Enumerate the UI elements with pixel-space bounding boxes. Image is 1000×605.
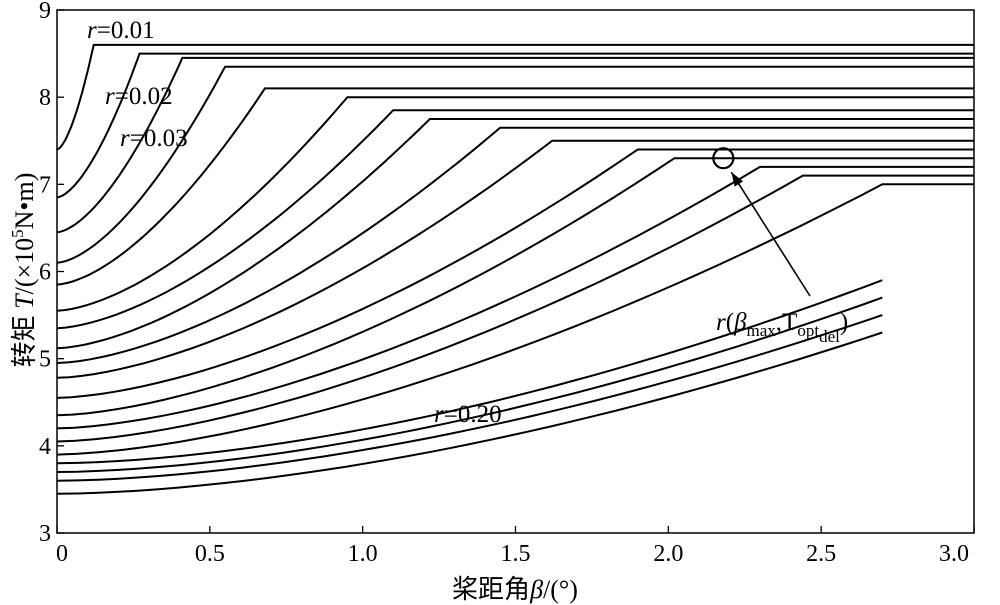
x-axis-ticks: 0 0.5 1.0 1.5 2.0 2.5 3.0 — [56, 526, 975, 567]
marker-arrowhead — [731, 172, 744, 187]
label-r-0-20: r=0.20 — [434, 401, 502, 428]
x-tick-label: 3.0 — [939, 541, 969, 567]
torque-curve-low — [56, 296, 883, 473]
torque-curve — [56, 157, 974, 417]
y-axis-title: 转矩 T/(×105N•m) — [8, 173, 39, 368]
label-r-0-03: r=0.03 — [120, 125, 188, 152]
torque-curve — [56, 96, 974, 312]
y-tick-label: 7 — [39, 172, 51, 198]
torque-curve — [56, 148, 974, 399]
y-tick-label: 8 — [39, 85, 51, 111]
torque-curve — [56, 65, 974, 264]
y-axis-ticks: 3 4 5 6 7 8 9 — [39, 0, 64, 547]
y-tick-label: 5 — [39, 347, 51, 373]
torque-curve — [56, 126, 974, 364]
torque-curve — [56, 139, 975, 379]
torque-curve — [56, 183, 974, 456]
torque-curve — [56, 174, 974, 443]
torque-curve-low — [56, 279, 883, 465]
torque-curve — [56, 87, 974, 286]
x-tick-label: 2.5 — [806, 541, 836, 567]
y-tick-label: 3 — [39, 521, 51, 547]
torque-curve-low — [56, 331, 883, 495]
x-tick-label: 1.0 — [348, 541, 378, 567]
optimum-marker — [712, 147, 735, 170]
torque-curve — [56, 165, 974, 430]
label-r-0-02: r=0.02 — [105, 83, 173, 110]
torque-curves — [56, 43, 975, 495]
y-tick-label: 9 — [39, 0, 51, 24]
y-tick-label: 4 — [39, 434, 51, 460]
torque-curve — [56, 109, 974, 330]
x-tick-label: 2.0 — [653, 541, 683, 567]
torque-curve-low — [56, 314, 883, 482]
torque-curve — [56, 43, 974, 151]
torque-curve — [56, 118, 974, 350]
x-axis-title: 桨距角β/(°) — [452, 575, 578, 604]
label-r-0-01: r=0.01 — [87, 17, 155, 44]
x-tick-label: 0 — [56, 541, 68, 567]
marker-arrow — [730, 171, 811, 297]
x-tick-label: 0.5 — [195, 541, 225, 567]
x-tick-label: 1.5 — [501, 541, 531, 567]
y-tick-label: 6 — [39, 260, 51, 286]
marker-label: r(βmax,Toptdel) — [716, 309, 848, 346]
torque-curve — [56, 52, 974, 199]
torque-curve — [56, 56, 974, 234]
